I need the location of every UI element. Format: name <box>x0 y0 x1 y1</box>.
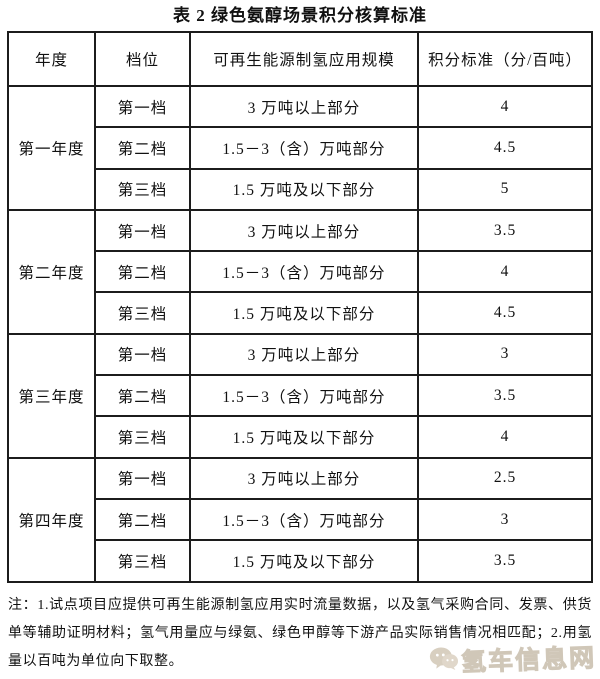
tier-cell: 第三档 <box>94 167 191 211</box>
table-row: 第二年度 第一档 3 万吨以上部分 3.5 <box>7 208 593 335</box>
score-cell: 4 <box>417 250 593 294</box>
scale-cell: 1.5 万吨及以下部分 <box>189 539 419 583</box>
col-header-tier: 档位 <box>94 31 191 87</box>
table-row: 第二档 1.5－3（含）万吨部分 4.5 <box>8 126 593 170</box>
tier-cell: 第二档 <box>94 250 191 294</box>
table-title: 表 2 绿色氨醇场景积分核算标准 <box>173 6 427 25</box>
scale-cell: 1.5－3（含）万吨部分 <box>189 250 419 294</box>
col-header-year: 年度 <box>7 31 96 87</box>
tier-cell: 第二档 <box>94 374 191 418</box>
tier-cell: 第一档 <box>94 84 191 129</box>
scale-cell: 3 万吨以上部分 <box>189 456 419 500</box>
tier-cell: 第二档 <box>94 497 191 542</box>
scale-cell: 1.5 万吨及以下部分 <box>189 291 419 335</box>
score-cell: 3 <box>417 497 593 542</box>
scale-cell: 1.5 万吨及以下部分 <box>189 167 419 211</box>
points-table: 年度 档位 可再生能源制氢应用规模 积分标准（分/百吨） 第一年度 第一档 3 … <box>7 31 593 583</box>
tier-cell: 第一档 <box>94 456 191 500</box>
year-cell: 第二年度 <box>7 208 96 335</box>
score-cell: 3.5 <box>417 208 593 253</box>
score-cell: 2.5 <box>417 456 593 500</box>
scale-cell: 1.5－3（含）万吨部分 <box>189 497 419 542</box>
score-cell: 4.5 <box>417 291 593 335</box>
table-row: 第三档 1.5 万吨及以下部分 3.5 <box>8 539 593 583</box>
score-cell: 5 <box>417 167 593 211</box>
scale-cell: 3 万吨以上部分 <box>189 208 419 253</box>
score-cell: 3 <box>417 332 593 377</box>
table-row: 第三年度 第一档 3 万吨以上部分 3 <box>7 332 593 459</box>
tier-cell: 第三档 <box>94 291 191 335</box>
score-cell: 4 <box>417 415 593 459</box>
table-row: 第三档 1.5 万吨及以下部分 4 <box>8 415 593 459</box>
header-row: 年度 档位 可再生能源制氢应用规模 积分标准（分/百吨） <box>7 31 593 87</box>
tier-cell: 第一档 <box>94 332 191 377</box>
score-cell: 4.5 <box>417 126 593 170</box>
col-header-scale: 可再生能源制氢应用规模 <box>189 31 419 87</box>
tier-cell: 第三档 <box>94 415 191 459</box>
footnote: 注：1.试点项目应提供可再生能源制氢应用实时流量数据，以及氢气采购合同、发票、供… <box>8 597 592 669</box>
table-row: 第二档 1.5－3（含）万吨部分 3.5 <box>8 374 593 418</box>
score-cell: 4 <box>417 84 593 129</box>
scale-cell: 1.5－3（含）万吨部分 <box>189 126 419 170</box>
table-row: 第二档 1.5－3（含）万吨部分 4 <box>8 250 593 294</box>
score-cell: 3.5 <box>417 374 593 418</box>
tier-cell: 第三档 <box>94 539 191 583</box>
year-cell: 第一年度 <box>7 85 96 211</box>
year-cell: 第四年度 <box>7 456 96 583</box>
col-header-score: 积分标准（分/百吨） <box>417 31 593 87</box>
tier-cell: 第二档 <box>94 126 191 170</box>
table-row: 第三档 1.5 万吨及以下部分 4.5 <box>8 291 593 335</box>
table-row: 第四年度 第一档 3 万吨以上部分 2.5 <box>7 456 593 583</box>
scale-cell: 1.5－3（含）万吨部分 <box>189 374 419 418</box>
year-cell: 第三年度 <box>7 332 96 459</box>
table-row: 第三档 1.5 万吨及以下部分 5 <box>8 167 593 211</box>
scale-cell: 3 万吨以上部分 <box>189 84 419 129</box>
table-row: 第一年度 第一档 3 万吨以上部分 4 <box>7 84 593 211</box>
tier-cell: 第一档 <box>94 208 191 253</box>
table-row: 第二档 1.5－3（含）万吨部分 3 <box>8 497 593 542</box>
score-cell: 3.5 <box>417 539 593 583</box>
scale-cell: 3 万吨以上部分 <box>189 332 419 377</box>
scale-cell: 1.5 万吨及以下部分 <box>189 415 419 459</box>
